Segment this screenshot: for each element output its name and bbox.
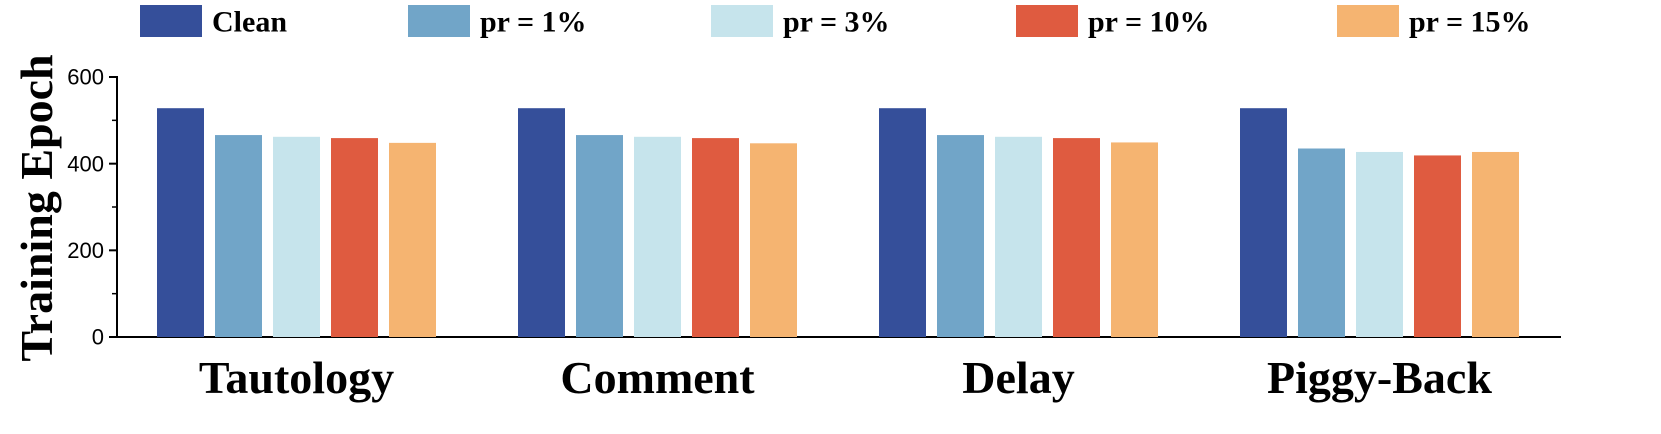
- bar-comment-clean: [518, 108, 565, 337]
- bar-tautology-clean: [157, 108, 204, 337]
- legend: Clean pr = 1% pr = 3% pr = 10% pr = 15%: [140, 5, 1531, 39]
- bar-comment-pr-3: [634, 136, 681, 337]
- legend-label-pr-10: pr = 10%: [1088, 6, 1210, 39]
- y-axis-label: Training Epoch: [11, 54, 62, 361]
- legend-swatch-pr-3: [711, 5, 773, 37]
- bar-comment-pr-10: [692, 138, 739, 337]
- legend-swatch-pr-15: [1337, 5, 1399, 37]
- bar-delay-clean: [879, 108, 926, 337]
- bar-tautology-pr-10: [331, 138, 378, 337]
- category-label-piggy-back: Piggy-Back: [1267, 352, 1492, 403]
- bar-delay-pr-10: [1053, 138, 1100, 337]
- legend-label-pr-1: pr = 1%: [480, 6, 587, 39]
- bar-delay-pr-3: [995, 136, 1042, 337]
- y-tick-label: 600: [67, 65, 104, 90]
- bar-piggy-back-pr-10: [1414, 155, 1461, 337]
- y-tick-label: 400: [67, 151, 104, 176]
- category-label-tautology: Tautology: [199, 352, 394, 403]
- bar-comment-pr-1: [576, 135, 623, 337]
- legend-label-clean: Clean: [212, 6, 287, 39]
- y-tick-label: 200: [67, 238, 104, 263]
- bar-comment-pr-15: [750, 143, 797, 337]
- category-label-comment: Comment: [560, 352, 755, 403]
- bar-tautology-pr-3: [273, 136, 320, 337]
- legend-label-pr-3: pr = 3%: [783, 6, 890, 39]
- y-tick-label: 0: [92, 325, 104, 350]
- legend-swatch-clean: [140, 5, 202, 37]
- bar-tautology-pr-1: [215, 135, 262, 337]
- bar-piggy-back-pr-3: [1356, 151, 1403, 337]
- category-labels: Tautology Comment Delay Piggy-Back: [199, 352, 1492, 403]
- legend-label-pr-15: pr = 15%: [1409, 6, 1531, 39]
- bar-piggy-back-pr-1: [1298, 148, 1345, 337]
- category-label-delay: Delay: [962, 352, 1074, 403]
- bar-delay-pr-1: [937, 135, 984, 337]
- bar-piggy-back-pr-15: [1472, 151, 1519, 337]
- bar-piggy-back-clean: [1240, 108, 1287, 337]
- bars: [157, 108, 1519, 337]
- bar-delay-pr-15: [1111, 142, 1158, 337]
- legend-swatch-pr-10: [1016, 5, 1078, 37]
- legend-swatch-pr-1: [408, 5, 470, 37]
- bar-tautology-pr-15: [389, 142, 436, 337]
